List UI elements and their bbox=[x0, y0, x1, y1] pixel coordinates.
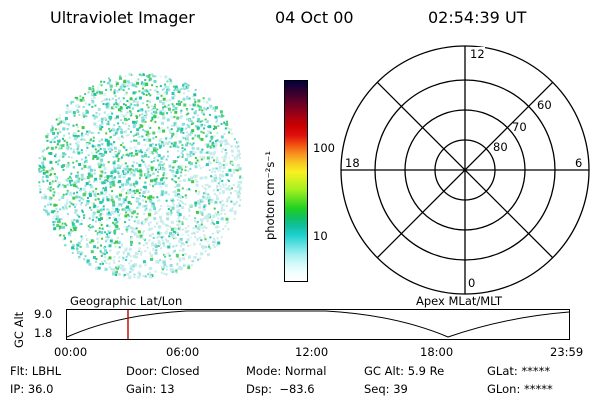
status-gc-alt: GC Alt: 5.9 Re bbox=[364, 364, 445, 378]
status-mode: Mode: Normal bbox=[246, 364, 327, 378]
mlt-label-18: 18 bbox=[345, 156, 360, 170]
mlt-label-6: 6 bbox=[575, 156, 583, 170]
status-gain: Gain: 13 bbox=[126, 382, 175, 396]
timeline-ytick-bottom: 1.8 bbox=[34, 326, 53, 340]
altitude-curve bbox=[66, 310, 570, 338]
time-label: 02:54:39 UT bbox=[428, 8, 527, 27]
status-door: Door: Closed bbox=[126, 364, 200, 378]
lat-label-80: 80 bbox=[493, 140, 508, 154]
mlt-label-0: 0 bbox=[468, 276, 476, 290]
status-glat: GLat: ***** bbox=[487, 364, 551, 378]
polar-diagonal-2 bbox=[376, 81, 554, 259]
status-ip: IP: 36.0 bbox=[10, 382, 54, 396]
lat-label-70: 70 bbox=[512, 120, 527, 134]
colorbar-units-label: photon cm⁻²s⁻¹ bbox=[263, 151, 277, 240]
date-label: 04 Oct 00 bbox=[275, 8, 354, 27]
status-seq: Seq: 39 bbox=[364, 382, 408, 396]
colorbar bbox=[284, 80, 308, 282]
timeline-xtick-2: 12:00 bbox=[295, 345, 329, 359]
uv-speckle-group bbox=[37, 72, 244, 280]
altitude-timeline bbox=[66, 309, 570, 340]
timeline-title-left: Geographic Lat/Lon bbox=[70, 294, 183, 308]
instrument-title: Ultraviolet Imager bbox=[50, 8, 195, 27]
status-filter: Flt: LBHL bbox=[10, 364, 62, 378]
timeline-xtick-4: 23:59 bbox=[550, 345, 584, 359]
status-glon: GLon: ***** bbox=[487, 382, 553, 396]
timeline-xtick-1: 06:00 bbox=[166, 345, 200, 359]
lat-label-60: 60 bbox=[537, 98, 552, 112]
timeline-xtick-3: 18:00 bbox=[420, 345, 454, 359]
mlt-label-12: 12 bbox=[470, 47, 485, 61]
colorbar-tick-10: 10 bbox=[313, 229, 328, 243]
timeline-ytick-top: 9.0 bbox=[34, 307, 53, 321]
timeline-frame bbox=[66, 309, 570, 340]
polar-mlt-plot bbox=[340, 45, 590, 295]
timeline-ylabel: GC Alt bbox=[12, 311, 26, 348]
timeline-title-right: Apex MLat/MLT bbox=[416, 294, 503, 308]
colorbar-tick-100: 100 bbox=[313, 141, 335, 155]
timeline-xtick-0: 00:00 bbox=[54, 345, 88, 359]
colorbar-gradient bbox=[285, 81, 307, 281]
status-dsp: Dsp: −83.6 bbox=[246, 382, 315, 396]
